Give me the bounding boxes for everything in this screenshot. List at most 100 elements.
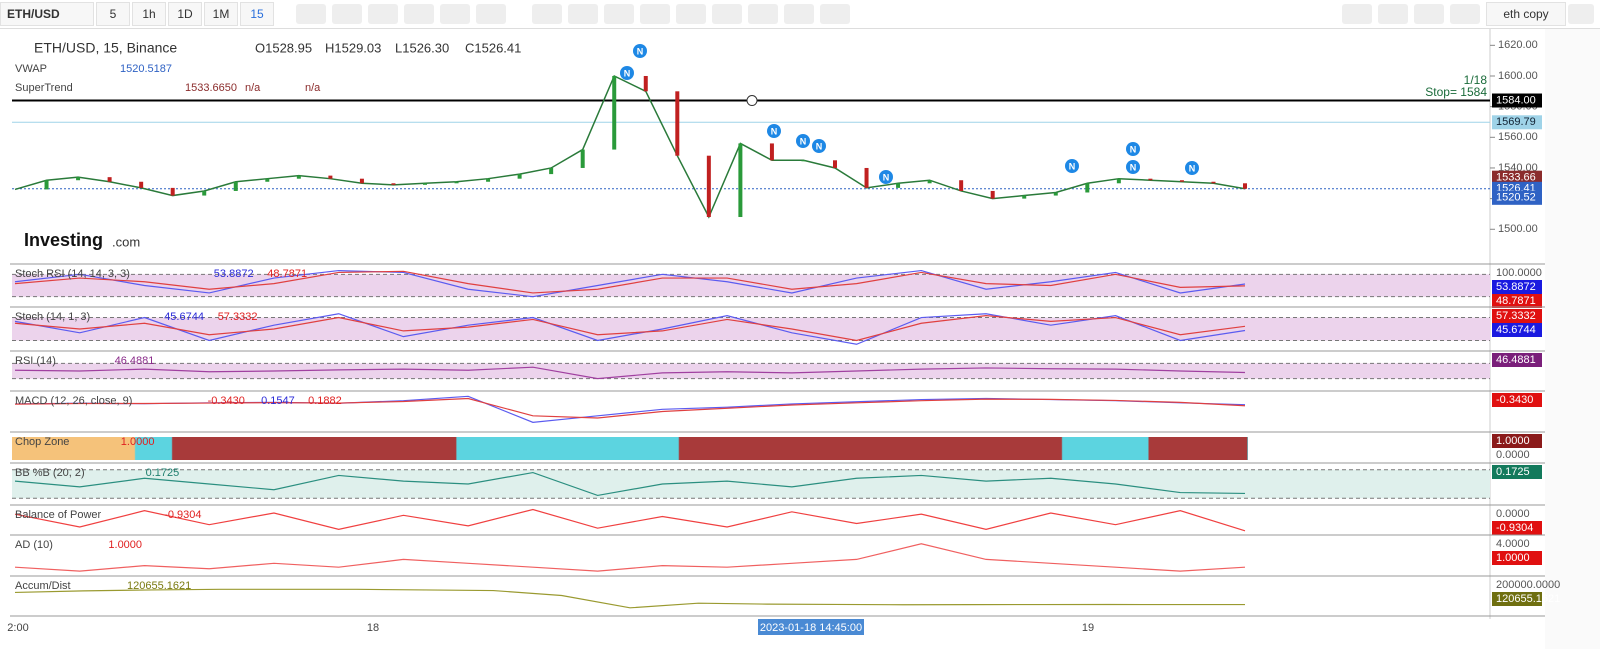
event-marker <box>767 124 781 138</box>
alert-handle <box>746 95 758 107</box>
cursor-badge <box>758 619 864 635</box>
clone-icon[interactable] <box>712 4 742 24</box>
price-badge <box>1492 115 1542 130</box>
gear-icon[interactable] <box>640 4 670 24</box>
event-marker <box>1065 159 1079 173</box>
studies-icon[interactable] <box>440 4 470 24</box>
color-icon[interactable] <box>1378 4 1408 24</box>
candle <box>423 183 427 185</box>
candle <box>738 143 743 218</box>
indicator-line <box>14 395 1246 423</box>
line-style-icon[interactable] <box>568 4 598 24</box>
event-marker <box>812 139 826 153</box>
candle <box>76 177 81 181</box>
fullscreen-icon[interactable] <box>1568 4 1594 24</box>
cloud-load-icon[interactable] <box>1414 4 1444 24</box>
axis-badge <box>1492 294 1542 308</box>
event-marker-label: N <box>883 172 890 182</box>
price-tick-label: 1620.00 <box>1498 39 1538 51</box>
candle <box>1179 180 1184 182</box>
logo: Investing <box>24 230 103 250</box>
candle <box>896 183 901 188</box>
event-marker-label: N <box>624 68 631 78</box>
pane-value: 1.0000 <box>108 539 142 551</box>
lock-icon[interactable] <box>748 4 778 24</box>
event-marker <box>1126 142 1140 156</box>
note-count: 1/18 <box>1464 73 1488 87</box>
pane-label: Stoch (14, 1, 3) <box>15 311 90 323</box>
indicator-label: SuperTrend <box>15 82 73 94</box>
pen-icon[interactable] <box>532 4 562 24</box>
cloud-save-icon[interactable] <box>1450 4 1480 24</box>
event-marker <box>633 44 647 58</box>
candle <box>296 175 301 179</box>
interval[interactable]: 1M <box>204 2 238 26</box>
toolbar: ETH/USD 5 1h 1D 1M 15 eth copy <box>0 0 1600 29</box>
pane-label: Stoch RSI (14, 14, 3, 3) <box>15 268 130 280</box>
camera-icon[interactable] <box>1342 4 1372 24</box>
chart-type-icon[interactable] <box>296 4 326 24</box>
eye-icon[interactable] <box>784 4 814 24</box>
interval[interactable]: 1h <box>132 2 166 26</box>
candle <box>454 181 459 184</box>
candle <box>1243 183 1247 189</box>
event-marker-label: N <box>771 126 778 136</box>
interval[interactable]: 5 <box>96 2 130 26</box>
time-label: 18 <box>367 622 379 634</box>
pane-value: -0.9304 <box>164 509 201 521</box>
note-stop: Stop= 1584 <box>1425 85 1487 99</box>
candle <box>139 181 144 188</box>
candle <box>706 155 711 218</box>
indicator-value: n/a <box>305 82 321 94</box>
layout-name[interactable]: eth copy <box>1486 2 1566 26</box>
interval[interactable]: 15 <box>240 2 274 26</box>
settings-icon[interactable] <box>404 4 434 24</box>
ohlc-value: O1528.95 <box>255 40 312 55</box>
candle <box>549 167 554 175</box>
band <box>12 469 1490 499</box>
candle <box>1085 183 1090 193</box>
trash-icon[interactable] <box>820 4 850 24</box>
event-marker-label: N <box>1130 144 1137 154</box>
pane-axis-label: 1.0000 <box>1496 552 1530 564</box>
candle <box>517 174 522 179</box>
pane-axis-label: 46.4881 <box>1496 354 1536 366</box>
axis-badge <box>1492 353 1542 367</box>
candle <box>233 181 238 191</box>
price-badge-label: 1569.79 <box>1496 116 1536 128</box>
pane-label: BB %B (20, 2) <box>15 467 85 479</box>
indicator-line <box>14 543 1246 572</box>
event-marker <box>620 66 634 80</box>
pane-axis-label: 4.0000 <box>1496 538 1530 550</box>
candle <box>675 91 680 156</box>
event-marker <box>1126 160 1140 174</box>
price-badge <box>1492 93 1542 108</box>
line-icon[interactable] <box>332 4 362 24</box>
indicator-line <box>14 508 1246 532</box>
axis-badge <box>1492 592 1542 606</box>
pane-label: AD (10) <box>15 539 53 551</box>
pane-axis-label: 100.0000 <box>1496 267 1542 279</box>
indicator-line <box>14 366 1246 380</box>
template-icon[interactable] <box>676 4 706 24</box>
indicator-line <box>14 270 1246 294</box>
candle <box>391 183 396 185</box>
compare-icon[interactable] <box>476 4 506 24</box>
event-marker-label: N <box>816 141 823 151</box>
line-width-icon[interactable] <box>604 4 634 24</box>
logo-suffix: .com <box>112 234 140 249</box>
indicator-label: VWAP <box>15 63 47 75</box>
candle <box>959 180 964 191</box>
candle <box>107 177 112 182</box>
pane-label: MACD (12, 26, close, 9) <box>15 395 132 407</box>
side-panel <box>1545 29 1600 649</box>
ohlc-value: H1529.03 <box>325 40 381 55</box>
pane-value: 48.7871 <box>267 268 307 280</box>
event-marker-label: N <box>1069 161 1076 171</box>
pane-axis-label: 0.0000 <box>1496 508 1530 520</box>
interval[interactable]: 1D <box>168 2 202 26</box>
indicator-icon[interactable] <box>368 4 398 24</box>
symbol-button[interactable]: ETH/USD <box>0 2 94 26</box>
pane-axis-label: -0.9304 <box>1496 522 1533 534</box>
event-marker <box>879 170 893 184</box>
